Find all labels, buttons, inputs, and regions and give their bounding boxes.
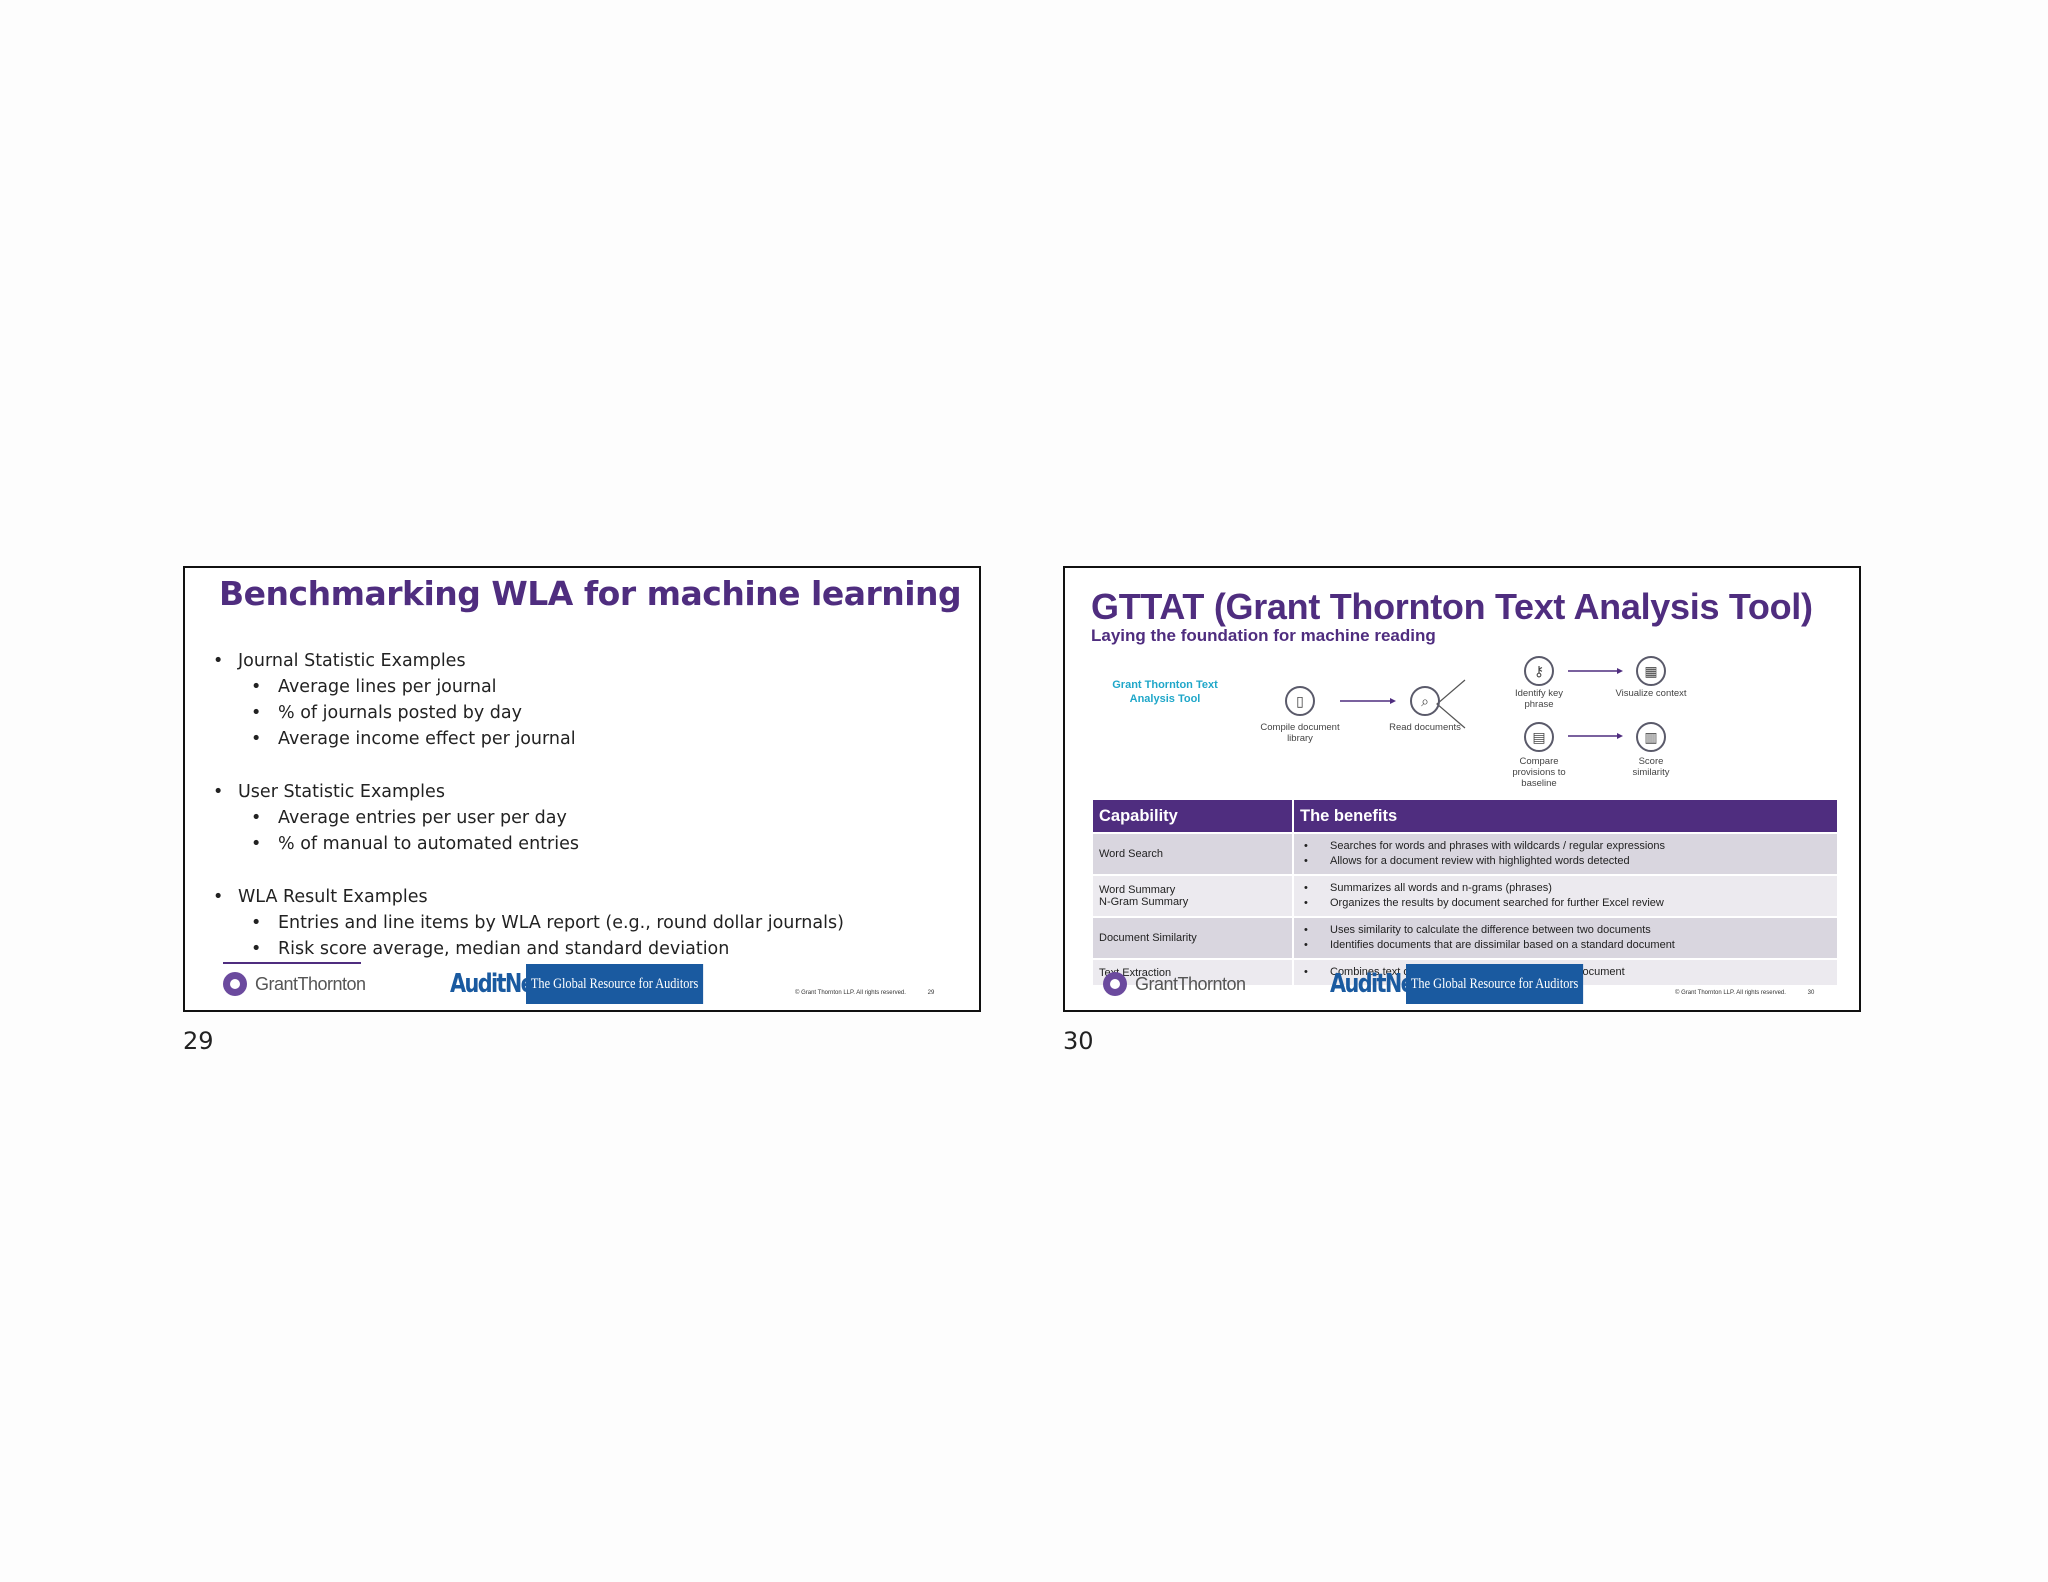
grant-thornton-mark-icon	[1103, 972, 1127, 996]
key-icon: ⚷	[1524, 656, 1554, 686]
cell-text: Word Search	[1099, 848, 1163, 860]
slide-title: GTTAT (Grant Thornton Text Analysis Tool…	[1091, 586, 1813, 627]
slide-subtitle: Laying the foundation for machine readin…	[1091, 626, 1436, 645]
benefit-item: Identifies documents that are dissimilar…	[1300, 938, 1831, 953]
cell-text: Word Summary	[1099, 884, 1176, 896]
slide-29: Benchmarking WLA for machine learning Jo…	[183, 566, 981, 1012]
capability-cell: Word Search	[1093, 832, 1294, 875]
bullet-item: Average entries per user per day	[213, 805, 844, 831]
column-header: The benefits	[1293, 800, 1839, 833]
bullet-list: Journal Statistic Examples Average lines…	[213, 648, 844, 962]
step-label: Compile document library	[1260, 722, 1340, 744]
bullet-heading: Journal Statistic Examples	[213, 648, 844, 674]
slide-title: Benchmarking WLA for machine learning	[219, 574, 962, 613]
table-row: Document Similarity Uses similarity to c…	[1093, 916, 1839, 959]
bullet-item: % of manual to automated entries	[213, 831, 844, 857]
slide-footer: GrantThornton AuditNet The Global Resour…	[185, 962, 979, 1010]
copyright-text: © Grant Thornton LLP. All rights reserve…	[1675, 990, 1786, 996]
benefit-item: Searches for words and phrases with wild…	[1300, 839, 1831, 854]
copyright-text: © Grant Thornton LLP. All rights reserve…	[795, 990, 906, 996]
slide-30: GTTAT (Grant Thornton Text Analysis Tool…	[1063, 566, 1861, 1012]
benefit-item: Uses similarity to calculate the differe…	[1300, 923, 1831, 938]
chart-window-icon: ▦	[1636, 656, 1666, 686]
auditnet-word: AuditNet	[1330, 969, 1423, 999]
bullet-item: Entries and line items by WLA report (e.…	[213, 910, 844, 936]
capability-cell: Text Extraction	[1093, 958, 1294, 985]
logo-text: GrantThornton	[255, 973, 366, 994]
grant-thornton-logo: GrantThornton	[1103, 972, 1246, 996]
tool-label: Grant Thornton Text Analysis Tool	[1112, 679, 1218, 705]
auditnet-tagline: The Global Resource for Auditors	[1406, 964, 1584, 1004]
auditnet-word: AuditNet	[450, 969, 543, 999]
magnifier-icon: ⌕	[1410, 686, 1440, 716]
step-label: Score similarity	[1632, 756, 1670, 778]
bullet-item: Risk score average, median and standard …	[213, 936, 844, 962]
book-icon: ▯	[1285, 686, 1315, 716]
auditnet-tagline: The Global Resource for Auditors	[526, 964, 704, 1004]
auditnet-logo: AuditNet The Global Resource for Auditor…	[1330, 964, 1622, 1004]
table-row: Text Extraction Combines text of multipl…	[1093, 958, 1839, 985]
divider	[223, 962, 361, 964]
grant-thornton-mark-icon	[223, 972, 247, 996]
benefits-cell: Summarizes all words and n-grams (phrase…	[1293, 874, 1839, 917]
grant-thornton-logo: GrantThornton	[223, 972, 366, 996]
bullet-heading: WLA Result Examples	[213, 884, 844, 910]
slide-footer: GrantThornton AuditNet The Global Resour…	[1065, 962, 1859, 1010]
logo-text: GrantThornton	[1135, 973, 1246, 994]
step-label: Read documents	[1389, 722, 1461, 733]
score-chart-icon: ▥	[1636, 722, 1666, 752]
capability-table: Capability The benefits Word Search Sear…	[1093, 800, 1839, 985]
capability-cell: Document Similarity	[1093, 916, 1294, 959]
page-number: 30	[1063, 1027, 1094, 1055]
process-diagram: Grant Thornton Text Analysis Tool ▯ Comp…	[1065, 648, 1859, 789]
benefit-item: Allows for a document review with highli…	[1300, 854, 1831, 869]
cell-text: N-Gram Summary	[1099, 896, 1189, 908]
document-icon: ▤	[1524, 722, 1554, 752]
page-number: 29	[183, 1027, 214, 1055]
table-row: Word Search Searches for words and phras…	[1093, 832, 1839, 875]
table-header: Capability The benefits	[1093, 800, 1839, 833]
benefit-item: Organizes the results by document search…	[1300, 896, 1831, 911]
table-row: Word Summary N-Gram Summary Summarizes a…	[1093, 874, 1839, 917]
slide-number: 30	[1807, 990, 1815, 996]
auditnet-logo: AuditNet The Global Resource for Auditor…	[450, 964, 742, 1004]
slide-number: 29	[927, 990, 935, 996]
bullet-item: Average lines per journal	[213, 674, 844, 700]
benefit-item: Summarizes all words and n-grams (phrase…	[1300, 881, 1831, 896]
benefits-cell: Uses similarity to calculate the differe…	[1293, 916, 1839, 959]
column-header: Capability	[1093, 800, 1294, 833]
step-label: Identify key phrase	[1514, 688, 1564, 710]
copyright: © Grant Thornton LLP. All rights reserve…	[795, 990, 934, 996]
step-label: Visualize context	[1615, 688, 1687, 699]
copyright: © Grant Thornton LLP. All rights reserve…	[1675, 990, 1814, 996]
bullet-item: % of journals posted by day	[213, 700, 844, 726]
bullet-item: Average income effect per journal	[213, 726, 844, 752]
benefits-cell: Searches for words and phrases with wild…	[1293, 832, 1839, 875]
bullet-heading: User Statistic Examples	[213, 779, 844, 805]
cell-text: Document Similarity	[1099, 932, 1197, 944]
step-label: Compare provisions to baseline	[1512, 756, 1566, 789]
capability-cell: Word Summary N-Gram Summary	[1093, 874, 1294, 917]
